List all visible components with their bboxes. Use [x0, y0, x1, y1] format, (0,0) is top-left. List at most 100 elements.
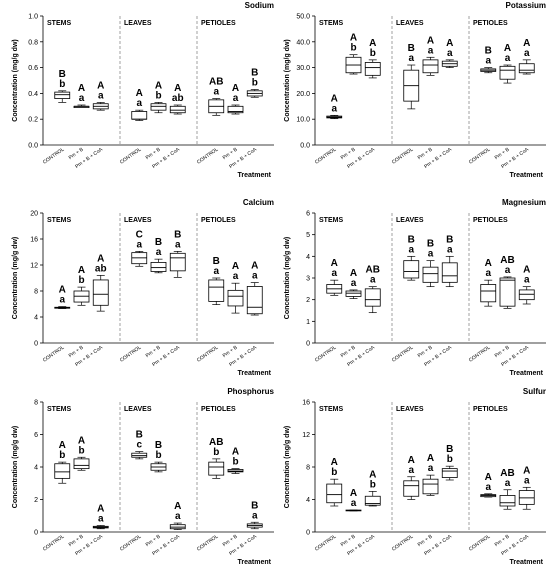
- y-axis-label: Concentration (mg/g dw): [284, 426, 291, 508]
- box-leaves-1: Aa: [422, 453, 439, 496]
- significance-letter: b: [213, 447, 219, 458]
- y-tick-label: 5: [306, 232, 310, 239]
- significance-letter: A: [97, 253, 104, 264]
- y-tick-label: 16: [30, 237, 38, 244]
- box-stems-1: Aa: [73, 83, 90, 108]
- significance-letter: a: [370, 275, 376, 286]
- y-tick-label: 8: [34, 400, 38, 407]
- significance-letter: B: [155, 237, 162, 248]
- box-stems-1: Aa: [345, 268, 362, 299]
- box-iqr: [345, 290, 362, 297]
- x-tick-label: CONTROL: [119, 345, 143, 364]
- group-label-leaves: LEAVES: [396, 217, 424, 224]
- chart-title: Magnesium: [502, 198, 546, 207]
- group-label-stems: STEMS: [47, 217, 71, 224]
- box-leaves-2: Ba: [169, 229, 186, 278]
- box-leaves-1: Aa: [422, 35, 439, 76]
- box-leaves-2: Aa: [441, 38, 458, 68]
- significance-letter: B: [136, 430, 143, 441]
- significance-letter: A: [174, 83, 181, 94]
- y-tick-label: 8: [306, 465, 310, 472]
- box-leaves-2: Bb: [441, 444, 458, 481]
- box-iqr: [499, 495, 516, 507]
- y-tick-label: 6: [34, 432, 38, 439]
- box-petioles-1: Aa: [227, 83, 244, 115]
- x-tick-label: CONTROL: [196, 534, 220, 553]
- significance-letter: b: [447, 454, 453, 465]
- box-iqr: [208, 279, 225, 302]
- box-stems-2: Ab: [364, 469, 381, 507]
- significance-letter: AB: [366, 265, 380, 276]
- significance-letter: a: [524, 275, 530, 286]
- significance-letter: B: [59, 69, 66, 80]
- box-iqr: [227, 289, 244, 307]
- box-iqr: [518, 289, 535, 301]
- box-stems-1: Aa: [345, 488, 362, 512]
- significance-letter: a: [505, 478, 511, 489]
- box-stems-2: Aab: [92, 253, 109, 312]
- chart-panel-magnesium: 0 1 2 3 4 5 6 Magnesium Concentration (mg/g dw) T…: [284, 198, 546, 377]
- significance-letter: A: [350, 268, 357, 279]
- y-tick-label: 12: [30, 263, 38, 270]
- significance-letter: b: [59, 450, 65, 461]
- significance-letter: A: [350, 33, 357, 44]
- significance-letter: A: [232, 83, 239, 94]
- significance-letter: A: [523, 465, 530, 476]
- y-tick-label: 20: [30, 211, 38, 218]
- significance-letter: A: [408, 455, 415, 466]
- significance-letter: a: [136, 239, 142, 250]
- group-label-petioles: PETIOLES: [201, 406, 236, 413]
- box-leaves-1: Ba: [150, 237, 167, 274]
- significance-letter: a: [408, 465, 414, 476]
- group-label-leaves: LEAVES: [124, 217, 152, 224]
- significance-letter: A: [369, 469, 376, 480]
- box-iqr: [92, 279, 109, 306]
- significance-letter: ab: [172, 93, 184, 104]
- significance-letter: A: [427, 453, 434, 464]
- significance-letter: C: [136, 229, 143, 240]
- box-iqr: [499, 65, 516, 80]
- significance-letter: a: [59, 295, 65, 306]
- significance-letter: b: [331, 467, 337, 478]
- x-tick-label: CONTROL: [42, 534, 66, 553]
- box-petioles-2: Aa: [246, 261, 263, 316]
- significance-letter: b: [78, 275, 84, 286]
- x-axis-label: Treatment: [238, 370, 272, 377]
- chart-panel-calcium: 0 4 8 12 16 20 Calcium Concentration (mg/g dw) T…: [12, 198, 274, 377]
- box-leaves-1: Ba: [422, 239, 439, 288]
- y-tick-label: 16: [302, 400, 310, 407]
- y-tick-label: 0: [34, 530, 38, 537]
- box-petioles-2: Aa: [518, 265, 535, 305]
- group-label-petioles: PETIOLES: [201, 217, 236, 224]
- box-iqr: [73, 458, 90, 470]
- y-tick-label: 0.2: [28, 117, 38, 124]
- significance-letter: A: [485, 472, 492, 483]
- significance-letter: A: [78, 83, 85, 94]
- x-tick-label: CONTROL: [314, 534, 338, 553]
- chart-panel-sulfur: 0 4 8 12 16 Sulfur Concentration (mg/g dw) Trea…: [284, 387, 546, 566]
- box-iqr: [441, 468, 458, 478]
- y-tick-label: 0: [34, 341, 38, 348]
- box-leaves-0: Ba: [403, 43, 420, 110]
- significance-letter: A: [251, 261, 258, 272]
- significance-letter: b: [350, 43, 356, 54]
- box-iqr: [518, 63, 535, 74]
- chart-title: Calcium: [243, 198, 274, 207]
- y-axis-label: Concentration (mg/g dw): [12, 39, 19, 121]
- y-tick-label: 30.0: [296, 65, 310, 72]
- y-tick-label: 10.0: [296, 117, 310, 124]
- box-iqr: [208, 461, 225, 476]
- box-stems-2: Aa: [92, 504, 109, 530]
- box-leaves-0: Ca: [131, 229, 148, 267]
- chart-panel-phosphorus: 0 2 4 6 8 Phosphorus Concentration (mg/g dw) Tr…: [12, 387, 275, 566]
- group-label-stems: STEMS: [319, 406, 343, 413]
- y-tick-label: 0.8: [28, 39, 38, 46]
- box-iqr: [131, 111, 148, 120]
- significance-letter: a: [233, 93, 239, 104]
- box-leaves-0: Aa: [403, 455, 420, 500]
- y-tick-label: 1: [306, 319, 310, 326]
- y-tick-label: 0: [306, 341, 310, 348]
- significance-letter: a: [175, 511, 181, 522]
- box-petioles-2: Bb: [246, 68, 263, 98]
